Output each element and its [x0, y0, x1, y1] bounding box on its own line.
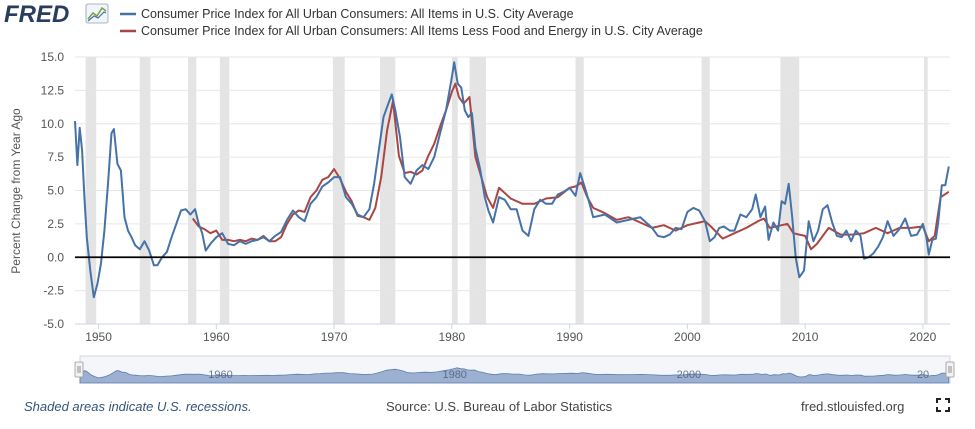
fred-logo-text: FRED	[4, 1, 69, 28]
y-axis-ticks: -5.0 -2.5 0.0 2.5 5.0 7.5 10.0 12.5 15.0	[41, 50, 65, 331]
y-tick-label: 2.5	[47, 217, 64, 231]
footer: Shaded areas indicate U.S. recessions. S…	[0, 396, 975, 422]
y-tick-label: 7.5	[47, 150, 64, 164]
x-axis-ticks: 1950 1960 1970 1980 1990 2000 2010 2020	[75, 323, 950, 344]
navigator-area	[79, 367, 950, 384]
source-credit: Source: U.S. Bureau of Labor Statistics	[386, 399, 613, 414]
x-tick-label: 1950	[85, 330, 112, 344]
recession-note: Shaded areas indicate U.S. recessions.	[24, 399, 252, 414]
y-tick-label: 15.0	[41, 50, 65, 64]
series-line-0[interactable]	[74, 61, 950, 299]
navigator-label: 2000	[677, 369, 701, 381]
navigator-labels: 1960 1980 2000 20	[208, 369, 929, 381]
y-tick-label: 0.0	[47, 250, 64, 264]
y-tick-label: -5.0	[43, 317, 64, 331]
navigator-label: 1980	[442, 369, 466, 381]
legend-label-series-0: Consumer Price Index for All Urban Consu…	[141, 7, 574, 21]
navigator[interactable]: 1960 1980 2000 20	[74, 355, 955, 384]
navigator-label: 1960	[208, 369, 232, 381]
y-tick-label: 5.0	[47, 184, 64, 198]
y-tick-label: -2.5	[43, 284, 64, 298]
x-tick-label: 1970	[321, 330, 348, 344]
legend-item-series-0[interactable]: Consumer Price Index for All Urban Consu…	[120, 7, 574, 21]
legend-label-series-1: Consumer Price Index for All Urban Consu…	[141, 24, 703, 38]
navigator-handle-right[interactable]	[945, 361, 955, 378]
navigator-label: 20	[917, 369, 929, 381]
fred-logo: FRED	[4, 1, 109, 28]
x-tick-label: 1990	[556, 330, 583, 344]
y-axis-title: Percent Change from Year Ago	[9, 108, 23, 274]
x-tick-label: 2010	[792, 330, 819, 344]
gridlines	[75, 56, 950, 325]
navigator-handle-left[interactable]	[74, 361, 84, 378]
y-tick-label: 12.5	[41, 83, 65, 97]
x-tick-label: 2020	[910, 330, 937, 344]
x-tick-label: 2000	[674, 330, 701, 344]
site-link[interactable]: fred.stlouisfed.org	[801, 399, 905, 414]
y-tick-label: 10.0	[41, 117, 65, 131]
legend-item-series-1[interactable]: Consumer Price Index for All Urban Consu…	[120, 24, 703, 38]
plot-series	[74, 61, 950, 299]
legend: Consumer Price Index for All Urban Consu…	[120, 7, 703, 38]
x-tick-label: 1960	[203, 330, 230, 344]
fullscreen-icon[interactable]	[936, 398, 950, 412]
x-tick-label: 1980	[438, 330, 465, 344]
